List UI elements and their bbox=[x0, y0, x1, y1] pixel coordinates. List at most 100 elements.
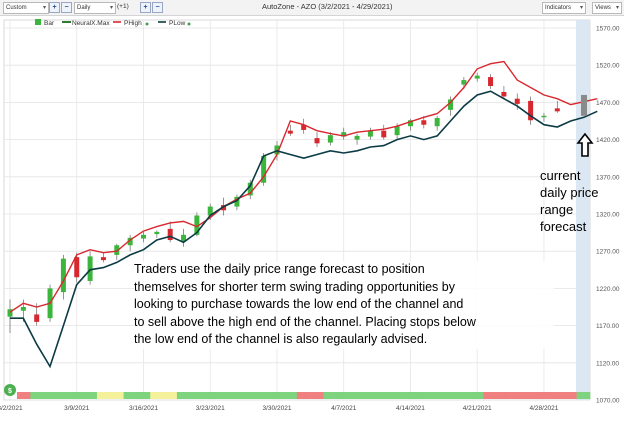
explanation-line: themselves for shorter term swing tradin… bbox=[134, 279, 455, 294]
signal-cell bbox=[110, 392, 124, 399]
candle bbox=[100, 257, 106, 261]
zoom-out-button[interactable]: − bbox=[152, 2, 163, 13]
signal-cell bbox=[496, 392, 511, 399]
x-tick-label: 3/2/2021 bbox=[0, 405, 23, 412]
signal-cell bbox=[216, 392, 231, 399]
signal-cell bbox=[296, 392, 311, 399]
y-tick-label: 1470.00 bbox=[596, 100, 620, 107]
signal-cell bbox=[203, 392, 218, 399]
signal-cell bbox=[336, 392, 351, 399]
period-select[interactable]: Custom ▾ bbox=[3, 2, 49, 14]
signal-cell bbox=[390, 392, 404, 399]
signal-cell bbox=[17, 392, 31, 399]
signal-cell bbox=[443, 392, 458, 399]
candle bbox=[127, 237, 133, 246]
y-tick-label: 1420.00 bbox=[596, 137, 620, 144]
y-tick-label: 1520.00 bbox=[596, 63, 620, 70]
candle bbox=[20, 307, 26, 311]
signal-cell bbox=[323, 392, 338, 399]
signal-cell bbox=[470, 392, 484, 399]
signal-cell bbox=[523, 392, 537, 399]
legend-neuralx-label: NeuralX.Max bbox=[72, 20, 110, 27]
signal-cell bbox=[310, 392, 324, 399]
candle bbox=[354, 135, 360, 140]
forecast-label-line: range bbox=[540, 202, 574, 217]
y-tick-label: 1070.00 bbox=[596, 398, 620, 405]
zoom-in-button[interactable]: + bbox=[140, 2, 151, 13]
candle bbox=[448, 99, 454, 110]
chart-legend: Bar NeuralX.Max PHigh PLow bbox=[35, 19, 191, 27]
period-add-button[interactable]: + bbox=[49, 2, 60, 13]
signal-cell bbox=[430, 392, 444, 399]
chart-title: AutoZone - AZO (3/2/2021 - 4/29/2021) bbox=[262, 2, 393, 11]
candle bbox=[327, 135, 333, 143]
signal-cell bbox=[230, 392, 244, 399]
views-button[interactable]: Views ▾ bbox=[592, 2, 622, 14]
views-button-label: Views bbox=[595, 5, 611, 11]
candle bbox=[461, 80, 467, 85]
legend-phigh-dot bbox=[145, 22, 149, 26]
period-remove-button[interactable]: − bbox=[61, 2, 72, 13]
settings-badge-icon[interactable] bbox=[4, 384, 16, 396]
signal-cell bbox=[283, 392, 298, 399]
forecast-label-line: forecast bbox=[540, 219, 587, 234]
candle bbox=[154, 231, 160, 235]
x-tick-label: 3/16/2021 bbox=[129, 405, 158, 412]
signal-cell bbox=[96, 392, 111, 399]
candle bbox=[528, 100, 534, 121]
x-tick-label: 4/28/2021 bbox=[529, 405, 558, 412]
x-tick-label: 4/21/2021 bbox=[463, 405, 492, 412]
forecast-label-line: daily price bbox=[540, 185, 599, 200]
chart-toolbar: Custom ▾ + − Daily ▾ (+1) + − AutoZone -… bbox=[0, 0, 624, 16]
y-tick-label: 1220.00 bbox=[596, 286, 620, 293]
x-tick-label: 3/30/2021 bbox=[263, 405, 292, 412]
interval-select[interactable]: Daily ▾ bbox=[74, 2, 116, 14]
candle bbox=[541, 115, 547, 118]
candle bbox=[234, 196, 240, 207]
signal-strip bbox=[17, 392, 591, 399]
y-tick-label: 1370.00 bbox=[596, 174, 620, 181]
signal-cell bbox=[256, 392, 271, 399]
signal-cell bbox=[350, 392, 364, 399]
signal-cell bbox=[270, 392, 284, 399]
explanation-text: Traders use the daily price range foreca… bbox=[134, 261, 554, 349]
up-arrow-icon bbox=[576, 132, 594, 157]
signal-cell bbox=[536, 392, 551, 399]
x-tick-label: 4/14/2021 bbox=[396, 405, 425, 412]
signal-cell bbox=[70, 392, 84, 399]
candle bbox=[7, 309, 13, 317]
signal-cell bbox=[163, 392, 178, 399]
candle bbox=[261, 155, 267, 183]
chart-grid bbox=[3, 19, 591, 401]
signal-cell bbox=[83, 392, 98, 399]
candle bbox=[488, 77, 494, 87]
indicators-button[interactable]: Indicators ▾ bbox=[542, 2, 586, 14]
candle bbox=[407, 120, 413, 127]
candle bbox=[341, 132, 347, 137]
y-tick-label: 1170.00 bbox=[596, 323, 619, 330]
signal-cell bbox=[176, 392, 191, 399]
legend-plow-label: PLow bbox=[169, 20, 186, 27]
x-tick-label: 4/7/2021 bbox=[331, 405, 357, 412]
candle bbox=[207, 206, 213, 216]
y-tick-label: 1120.00 bbox=[596, 360, 619, 367]
signal-cell bbox=[563, 392, 577, 399]
signal-cell bbox=[416, 392, 431, 399]
candle bbox=[221, 205, 227, 211]
x-axis: 3/2/2021 3/9/2021 3/16/2021 3/23/2021 3/30/2… bbox=[0, 405, 559, 412]
candle bbox=[474, 75, 480, 79]
signal-cell bbox=[30, 392, 44, 399]
phigh-line bbox=[9, 60, 598, 313]
candle bbox=[301, 124, 307, 130]
signal-cell bbox=[56, 392, 71, 399]
signal-cell bbox=[576, 392, 591, 399]
signal-cell bbox=[243, 392, 258, 399]
forecast-label: current daily price range forecast bbox=[540, 167, 610, 235]
signal-cell bbox=[376, 392, 391, 399]
signal-cell bbox=[510, 392, 524, 399]
indicators-button-label: Indicators bbox=[545, 5, 572, 11]
period-select-value: Custom bbox=[6, 5, 27, 11]
y-tick-label: 1270.00 bbox=[596, 249, 620, 256]
chevron-down-icon: ▾ bbox=[109, 5, 113, 11]
